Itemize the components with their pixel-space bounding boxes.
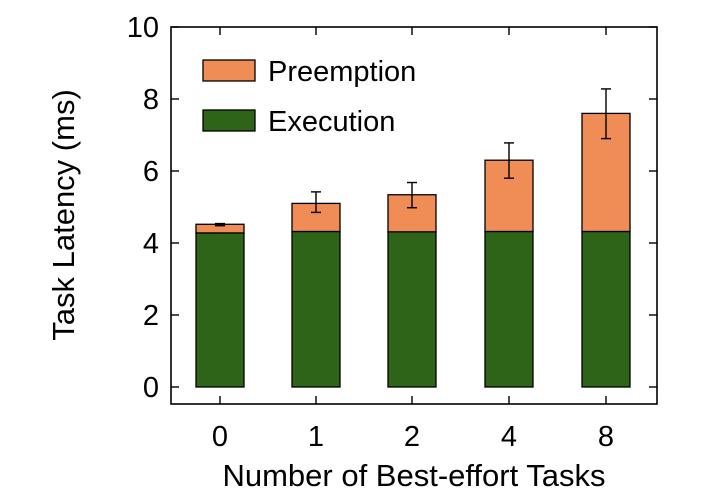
- legend-label-execution: Execution: [268, 106, 395, 138]
- bars-layer: [195, 112, 631, 388]
- bar-execution-1: [291, 230, 341, 388]
- x-tick-label: 2: [404, 421, 420, 453]
- error-bar-4: [504, 142, 514, 179]
- y-tick-label: 8: [143, 84, 159, 116]
- error-bar-8: [601, 88, 611, 140]
- error-bar-0: [215, 222, 225, 227]
- error-bars-layer: [215, 88, 611, 227]
- bar-execution-2: [387, 231, 437, 388]
- x-tick-label: 0: [212, 421, 228, 453]
- x-tick-label: 4: [501, 421, 517, 453]
- y-axis-label: Task Latency (ms): [46, 89, 81, 341]
- legend-label-preemption: Preemption: [268, 56, 416, 88]
- y-tick-label: 2: [143, 300, 159, 332]
- y-tick-label: 6: [143, 156, 159, 188]
- bar-execution-0: [195, 232, 245, 388]
- x-axis-label: Number of Best-effort Tasks: [222, 458, 605, 493]
- error-bar-2: [407, 181, 417, 209]
- y-tick-label: 4: [143, 228, 159, 260]
- legend-swatch-preemption: [202, 59, 256, 82]
- bar-execution-8: [581, 230, 631, 388]
- y-tick-label: 0: [143, 372, 159, 404]
- x-axis-ticks: 0 1 2 4 8: [212, 27, 614, 453]
- legend: Preemption Execution: [202, 56, 416, 138]
- x-tick-label: 1: [308, 421, 324, 453]
- legend-swatch-execution: [202, 109, 256, 132]
- x-tick-label: 8: [598, 421, 614, 453]
- y-axis-ticks: 0 2 4 6 8 10: [127, 12, 657, 404]
- y-tick-label: 10: [127, 12, 159, 44]
- bar-execution-4: [484, 230, 534, 388]
- plot-frame: [170, 26, 658, 405]
- error-bar-1: [311, 191, 321, 214]
